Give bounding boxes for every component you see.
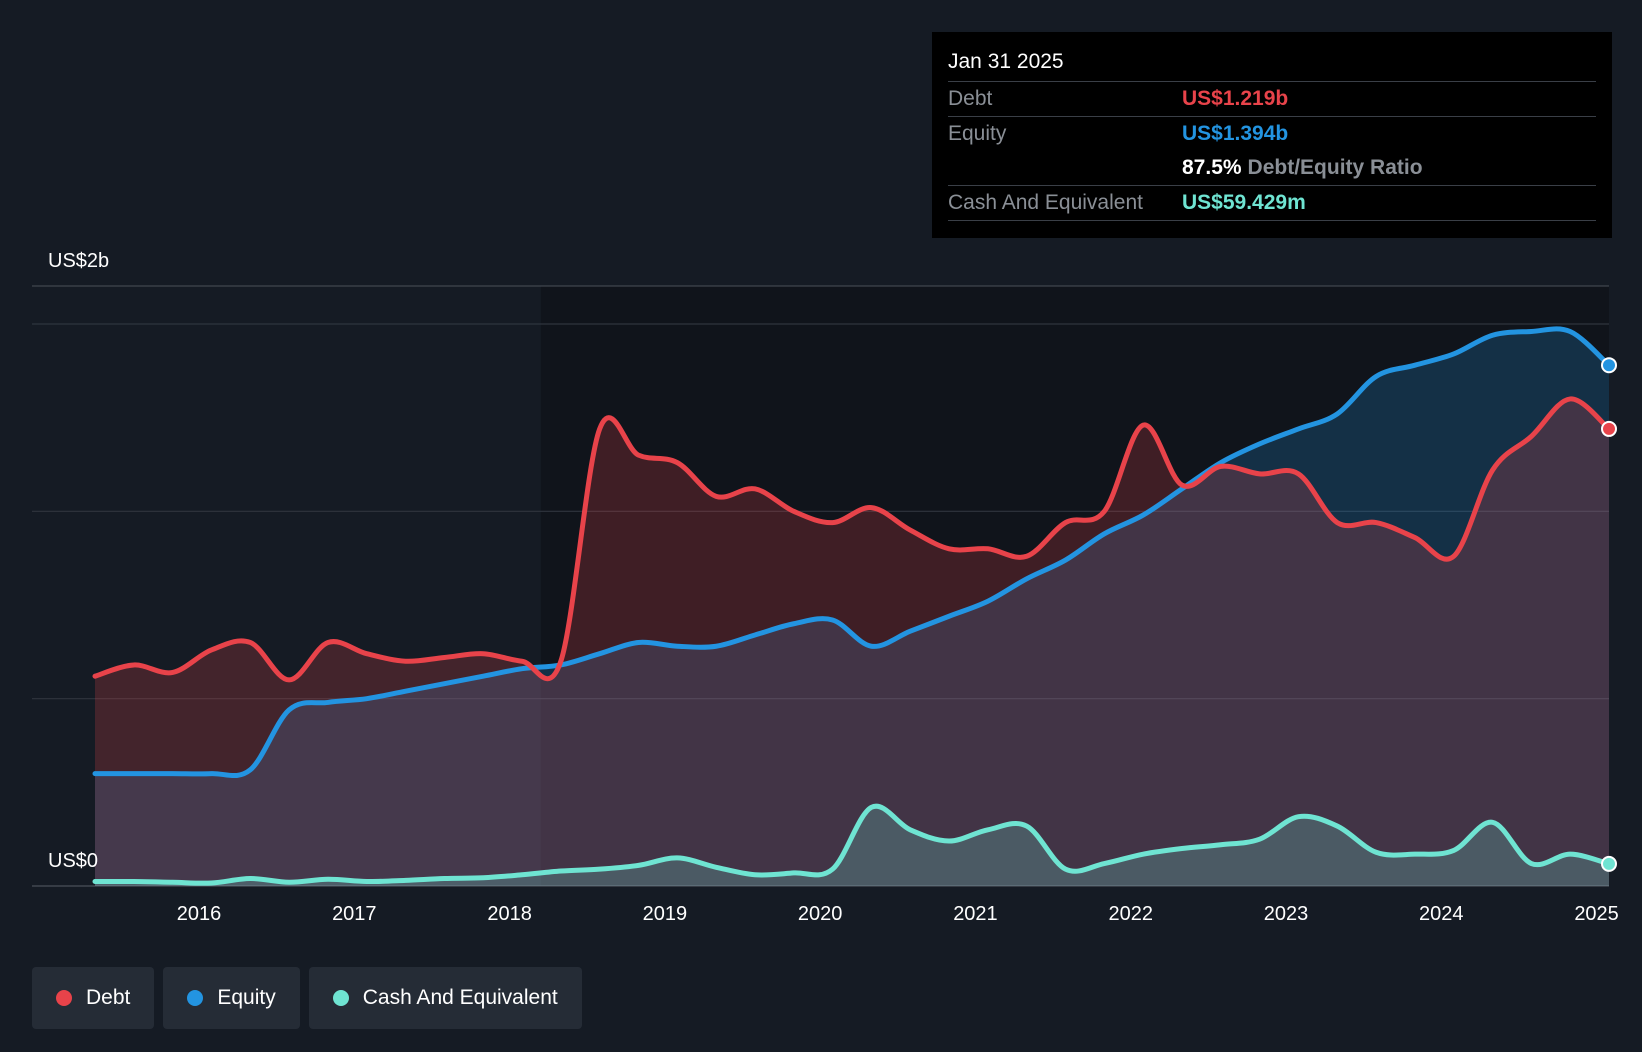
tooltip-cash-value: US$59.429m [1182, 191, 1306, 214]
tooltip-debt-value: US$1.219b [1182, 87, 1289, 110]
cash-end-marker [1601, 855, 1617, 872]
legend-item-debt[interactable]: Debt [32, 967, 155, 1029]
equity-line [92, 326, 1612, 779]
legend-item-cash[interactable]: Cash And Equivalent [308, 967, 582, 1029]
legend-cash-label: Cash And Equivalent [362, 986, 558, 1009]
cash-line [92, 803, 1612, 886]
x-tick-2019: 2019 [643, 903, 688, 925]
plot-highlight-region [540, 286, 1609, 886]
legend-debt-label: Debt [86, 986, 131, 1009]
tooltip-ratio-row: 87.5% Debt/Equity Ratio [948, 151, 1596, 186]
x-tick-2023: 2023 [1264, 903, 1309, 925]
tooltip-equity-value: US$1.394b [1182, 122, 1289, 145]
data-tooltip: Jan 31 2025 Debt US$1.219b Equity US$1.3… [932, 32, 1612, 238]
x-tick-2022: 2022 [1108, 903, 1153, 925]
tooltip-date: Jan 31 2025 [948, 46, 1596, 82]
tooltip-cash-label: Cash And Equivalent [948, 191, 1143, 214]
equity-end-marker [1601, 357, 1617, 374]
tooltip-debt-row: Debt US$1.219b [948, 82, 1596, 117]
x-tick-2016: 2016 [177, 903, 222, 925]
debt-area [95, 398, 1609, 886]
x-tick-2020: 2020 [798, 903, 843, 925]
x-tick-2025: 2025 [1574, 903, 1619, 925]
y-axis-top-label: US$2b [48, 250, 110, 272]
tooltip-equity-row: Equity US$1.394b [948, 117, 1596, 151]
debt-end-marker [1601, 420, 1617, 437]
tooltip-ratio-label: Debt/Equity Ratio [1247, 156, 1423, 179]
debt-dot-icon [56, 990, 72, 1006]
legend-equity-label: Equity [217, 986, 276, 1009]
x-tick-2018: 2018 [487, 903, 532, 925]
cash-area [95, 806, 1609, 886]
chart-legend: Debt Equity Cash And Equivalent [32, 967, 582, 1029]
debt-line [92, 396, 1612, 683]
equity-dot-icon [187, 990, 204, 1006]
tooltip-equity-label: Equity [948, 122, 1007, 145]
x-tick-2024: 2024 [1419, 903, 1464, 925]
tooltip-ratio-value: 87.5% [1182, 156, 1242, 179]
tooltip-debt-label: Debt [948, 87, 993, 110]
x-tick-2017: 2017 [332, 903, 377, 925]
cash-dot-icon [332, 990, 349, 1006]
tooltip-cash-row: Cash And Equivalent US$59.429m [948, 186, 1596, 221]
x-tick-2021: 2021 [953, 903, 998, 925]
y-axis-bottom-label: US$0 [48, 850, 99, 872]
legend-item-equity[interactable]: Equity [163, 967, 300, 1029]
